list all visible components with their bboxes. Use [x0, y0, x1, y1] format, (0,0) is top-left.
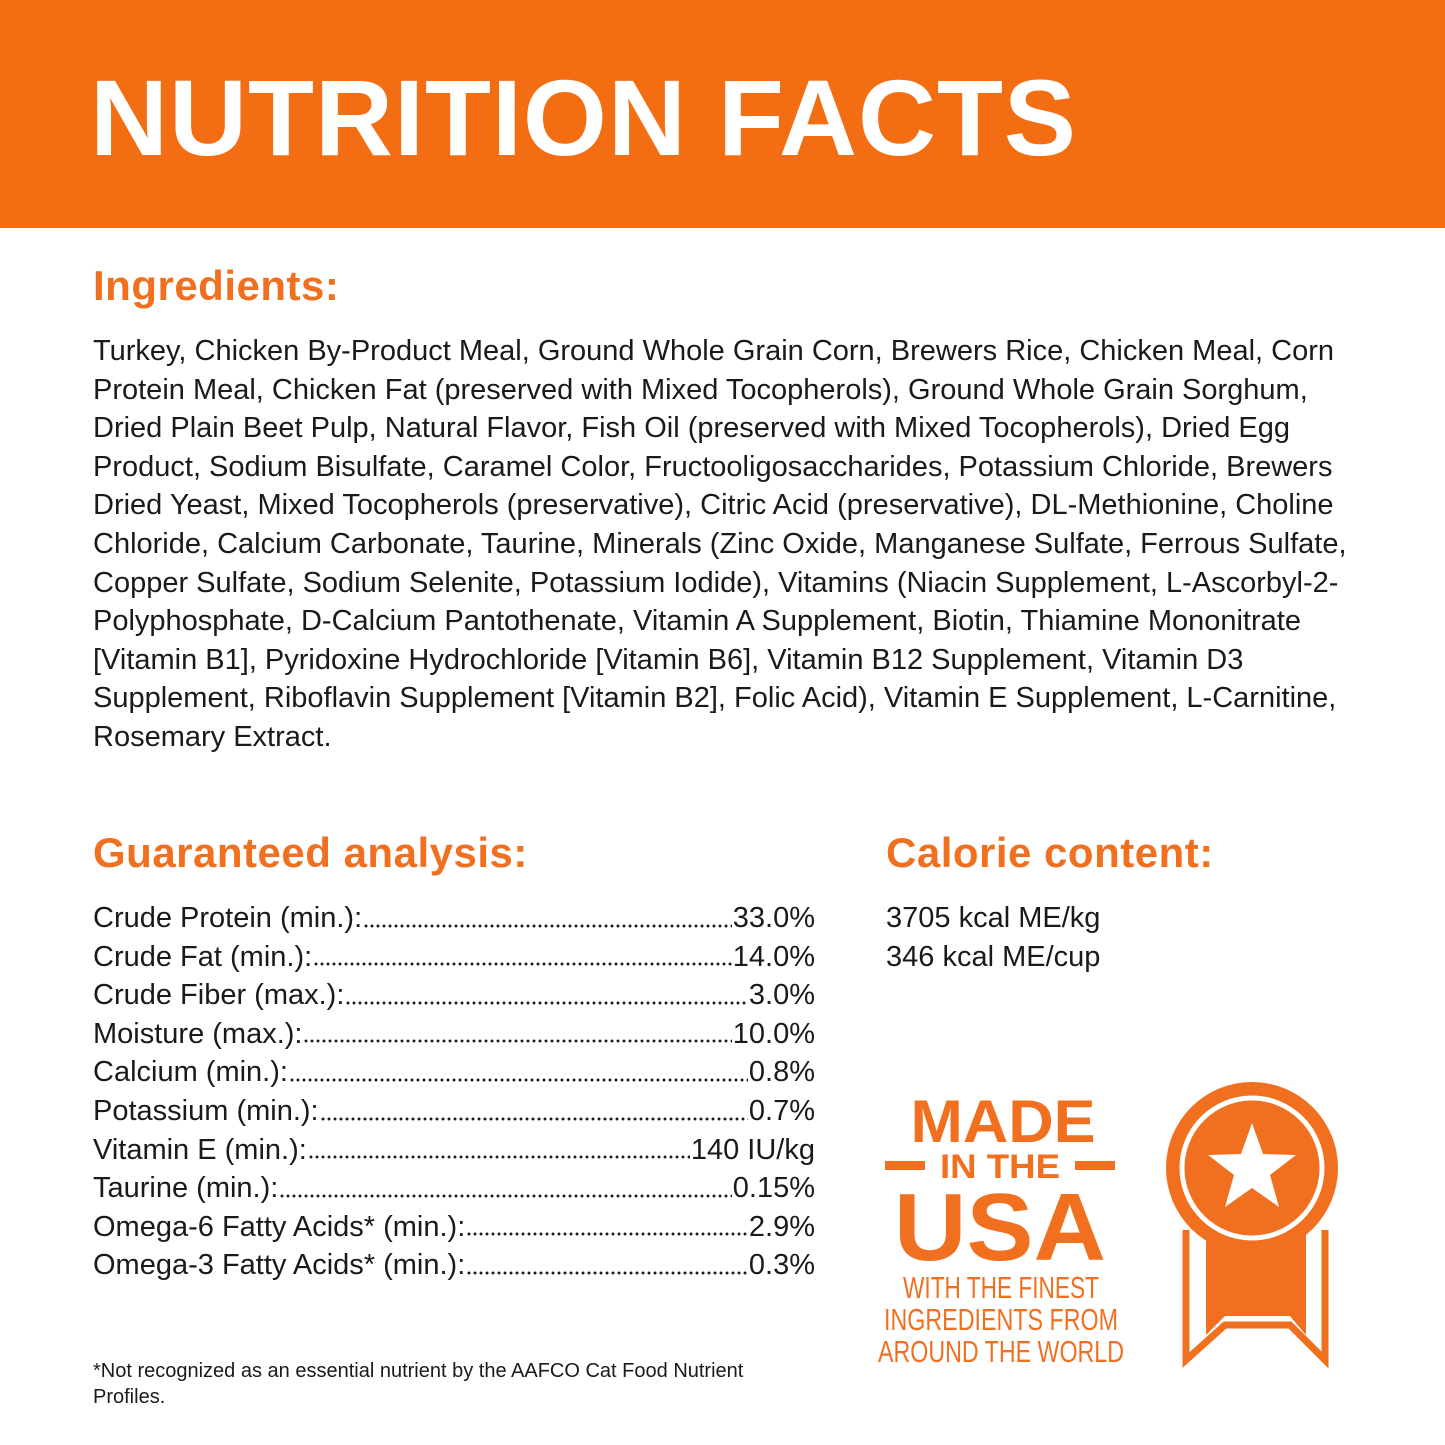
dot-leader — [466, 1232, 748, 1237]
badge-usa: USA — [894, 1174, 1106, 1281]
nutrient-label: Crude Fat (min.): — [93, 940, 313, 973]
dot-leader — [307, 1155, 690, 1160]
dot-leader — [303, 1039, 732, 1044]
dot-leader — [345, 1000, 748, 1005]
medal-icon — [1166, 1082, 1338, 1369]
made-in-usa-badge: MADE IN THE USA WITH THE FINEST INGREDIE… — [878, 1082, 1338, 1369]
dot-leader — [279, 1193, 732, 1198]
analysis-row: Omega-3 Fatty Acids* (min.): 0.3% — [93, 1246, 815, 1285]
dot-leader — [288, 1077, 748, 1082]
nutrient-label: Potassium (min.): — [93, 1094, 319, 1127]
dot-leader — [319, 1116, 748, 1121]
analysis-row: Crude Fiber (max.): 3.0% — [93, 976, 815, 1015]
nutrient-value: 10.0% — [732, 1017, 815, 1050]
analysis-row: Potassium (min.): 0.7% — [93, 1092, 815, 1131]
nutrient-label: Moisture (max.): — [93, 1017, 303, 1050]
nutrient-label: Omega-6 Fatty Acids* (min.): — [93, 1210, 466, 1243]
analysis-row: Calcium (min.): 0.8% — [93, 1053, 815, 1092]
nutrient-value: 0.15% — [732, 1172, 815, 1205]
analysis-list: Crude Protein (min.): 33.0% Crude Fat (min… — [93, 899, 815, 1285]
analysis-row: Moisture (max.): 10.0% — [93, 1015, 815, 1054]
header-banner: NUTRITION FACTS — [0, 0, 1445, 228]
dot-leader — [363, 923, 732, 928]
dot-leader — [466, 1270, 748, 1275]
dot-leader — [313, 962, 732, 967]
nutrient-value: 0.8% — [748, 1056, 815, 1089]
analysis-row: Vitamin E (min.): 140 IU/kg — [93, 1131, 815, 1170]
nutrient-label: Crude Fiber (max.): — [93, 979, 345, 1012]
analysis-row: Crude Protein (min.): 33.0% — [93, 899, 815, 938]
nutrient-value: 140 IU/kg — [690, 1133, 815, 1166]
badge-line5: INGREDIENTS FROM — [884, 1302, 1118, 1337]
nutrient-label: Omega-3 Fatty Acids* (min.): — [93, 1249, 466, 1282]
badge-line6: AROUND THE WORLD — [878, 1334, 1124, 1369]
page-title: NUTRITION FACTS — [90, 57, 1077, 178]
nutrient-label: Crude Protein (min.): — [93, 902, 363, 934]
analysis-row: Crude Fat (min.): 14.0% — [93, 938, 815, 977]
ingredients-text: Turkey, Chicken By-Product Meal, Ground … — [93, 335, 1347, 753]
nutrient-value: 3.0% — [748, 979, 815, 1012]
footnote: *Not recognized as an essential nutrient… — [93, 1360, 744, 1408]
nutrient-value: 0.7% — [748, 1094, 815, 1127]
analysis-heading: Guaranteed analysis: — [93, 829, 528, 876]
nutrient-value: 0.3% — [748, 1249, 815, 1282]
analysis-row: Omega-6 Fatty Acids* (min.): 2.9% — [93, 1208, 815, 1247]
calorie-heading: Calorie content: — [886, 829, 1214, 876]
nutrient-label: Calcium (min.): — [93, 1056, 288, 1089]
badge-dash — [885, 1161, 925, 1170]
badge-dash — [1075, 1161, 1115, 1170]
calorie-line: 346 kcal ME/cup — [886, 940, 1101, 973]
calorie-list: 3705 kcal ME/kg 346 kcal ME/cup — [886, 899, 1100, 976]
badge-in-the: IN THE — [940, 1148, 1060, 1186]
nutrient-value: 14.0% — [732, 940, 815, 973]
nutrient-label: Vitamin E (min.): — [93, 1133, 307, 1166]
ingredients-heading: Ingredients: — [93, 262, 340, 309]
analysis-row: Taurine (min.): 0.15% — [93, 1169, 815, 1208]
nutrient-value: 33.0% — [732, 902, 815, 934]
badge-line4: WITH THE FINEST — [903, 1270, 1099, 1305]
nutrient-label: Taurine (min.): — [93, 1172, 279, 1205]
nutrient-value: 2.9% — [748, 1210, 815, 1243]
calorie-line: 3705 kcal ME/kg — [886, 902, 1101, 934]
badge-made: MADE — [911, 1088, 1096, 1155]
